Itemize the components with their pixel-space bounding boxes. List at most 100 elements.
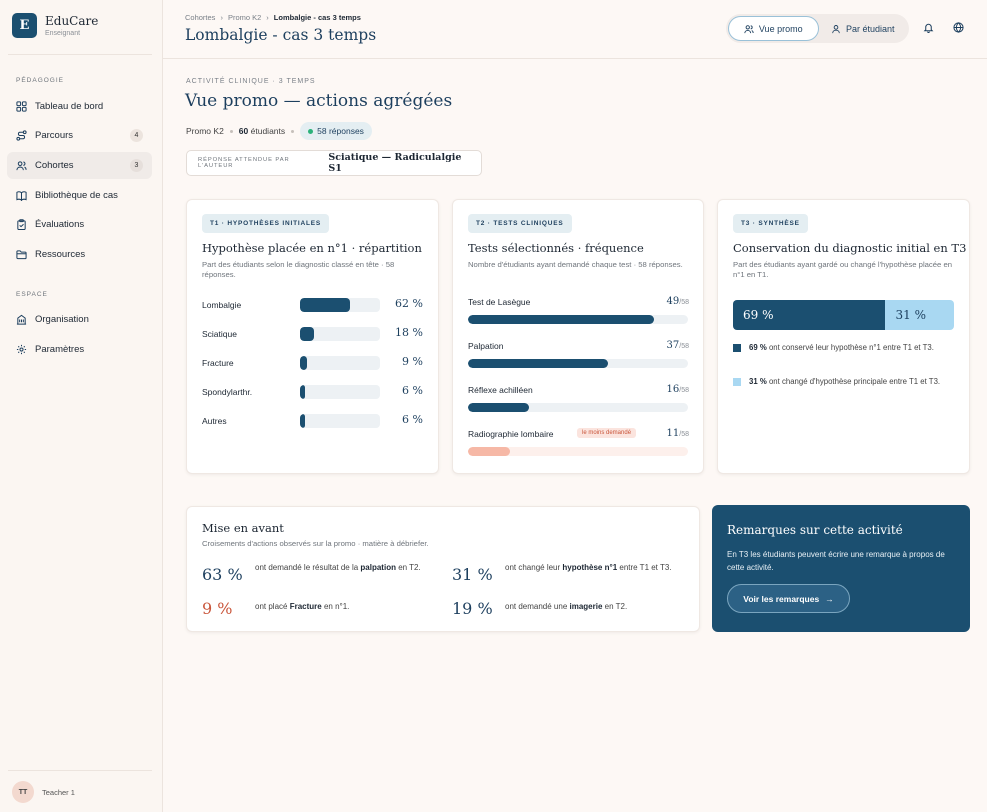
t1-bar-track — [300, 327, 380, 341]
t1-row-pct: 62 % — [395, 297, 423, 310]
stat-pre: ont placé — [255, 602, 290, 611]
t1-bar — [300, 327, 315, 341]
t2-count-total: /58 — [679, 431, 689, 438]
legend-swatch — [733, 378, 741, 386]
stat-strong: palpation — [360, 563, 396, 572]
stat-value: 31 % — [452, 565, 493, 584]
t1-bar-track — [300, 414, 380, 428]
t2-row-label: Test de Lasègue — [468, 297, 531, 307]
t2-bar — [468, 359, 609, 368]
responses-badge: 58 réponses — [300, 122, 372, 140]
t2-count-value: 16 — [666, 384, 680, 395]
t2-row-count: 49/58 — [639, 296, 689, 307]
t2-count-total: /58 — [679, 343, 689, 350]
t1-row-label: Autres — [202, 416, 227, 426]
expected-answer-label: RÉPONSE ATTENDUE PAR L'AUTEUR — [198, 157, 290, 169]
users-icon — [744, 24, 754, 33]
t2-bar-track — [468, 315, 688, 324]
t1-bar — [300, 298, 350, 312]
view-remarks-button[interactable]: Voir les remarques → — [727, 584, 850, 613]
t2-bar-track — [468, 359, 688, 368]
stat-pre: ont changé leur — [505, 563, 563, 572]
t1-bar — [300, 385, 305, 399]
clipboard-icon — [17, 219, 26, 230]
sidebar-item-label: Évaluations — [35, 219, 85, 230]
t2-subtitle: Nombre d'étudiants ayant demandé chaque … — [468, 260, 683, 269]
brand[interactable]: E EduCare Enseignant — [12, 13, 98, 38]
bell-icon[interactable] — [923, 22, 934, 33]
t2-card: T2 · TESTS CLINIQUES Tests sélectionnés … — [452, 199, 704, 474]
stat-text: ont changé leur hypothèse n°1 entre T1 e… — [505, 562, 685, 574]
sidebar-item-label: Paramètres — [35, 344, 85, 355]
building-icon — [16, 314, 27, 325]
t3-title: Conservation du diagnostic initial en T3 — [733, 241, 967, 255]
stat-value: 9 % — [202, 599, 233, 618]
sidebar-item-ressources[interactable]: Ressources — [7, 241, 152, 268]
sidebar: E EduCare Enseignant PÉDAGOGIE Tableau d… — [0, 0, 163, 812]
top-header: Cohortes › Promo K2 › Lombalgie - cas 3 … — [163, 0, 987, 59]
t2-row-count: 16/58 — [639, 384, 689, 395]
sidebar-item-organisation[interactable]: Organisation — [7, 306, 152, 333]
promo-name: Promo K2 — [186, 126, 224, 136]
activity-eyebrow: ACTIVITÉ CLINIQUE · 3 TEMPS — [186, 78, 316, 85]
t2-row-label: Réflexe achilléen — [468, 385, 533, 395]
responses-label: 58 réponses — [317, 126, 364, 136]
sidebar-item-evaluations[interactable]: Évaluations — [7, 211, 152, 238]
stat-post: entre T1 et T3. — [617, 563, 672, 572]
breadcrumb-current: Lombalgie - cas 3 temps — [273, 13, 361, 22]
view-student-button[interactable]: Par étudiant — [819, 16, 908, 41]
remarks-card: Remarques sur cette activité En T3 les é… — [712, 505, 970, 632]
highlight-title: Mise en avant — [202, 521, 284, 535]
t1-row-label: Sciatique — [202, 329, 237, 339]
t2-count-value: 37 — [666, 340, 680, 351]
grid-icon — [16, 101, 27, 112]
t1-tag: T1 · HYPOTHÈSES INITIALES — [202, 214, 330, 233]
expected-answer: RÉPONSE ATTENDUE PAR L'AUTEUR Sciatique … — [186, 150, 482, 176]
arrow-right-icon: → — [825, 593, 834, 604]
view-promo-button[interactable]: Vue promo — [728, 16, 819, 41]
t2-bar — [468, 315, 654, 324]
t2-row-count: 11/58 — [639, 428, 689, 439]
user-profile[interactable]: TT Teacher 1 — [8, 770, 152, 803]
sidebar-item-bibliotheque[interactable]: Bibliothèque de cas — [7, 182, 152, 209]
expected-answer-value: Sciatique — Radiculalgie S1 — [328, 152, 462, 174]
avatar: TT — [12, 781, 34, 803]
legend-kept-pct: 69 % — [749, 343, 767, 352]
count-badge: 3 — [130, 159, 143, 172]
t1-title: Hypothèse placée en n°1 · répartition — [202, 241, 422, 255]
stat-strong: hypothèse n°1 — [562, 563, 618, 572]
stat-post: en n°1. — [321, 602, 350, 611]
t2-count-value: 49 — [666, 296, 680, 307]
breadcrumb-item[interactable]: Cohortes — [185, 13, 216, 22]
t2-row-label: Palpation — [468, 341, 504, 351]
sidebar-item-parametres[interactable]: Paramètres — [7, 336, 152, 363]
breadcrumb: Cohortes › Promo K2 › Lombalgie - cas 3 … — [185, 13, 361, 22]
t2-count-total: /58 — [679, 299, 689, 306]
status-dot-icon — [308, 128, 314, 134]
sidebar-item-label: Tableau de bord — [35, 101, 104, 112]
sidebar-item-cohortes[interactable]: Cohortes 3 — [7, 152, 152, 179]
stat-strong: Fracture — [289, 602, 322, 611]
sidebar-item-parcours[interactable]: Parcours 4 — [7, 122, 152, 149]
t1-bar — [300, 414, 305, 428]
breadcrumb-item[interactable]: Promo K2 — [227, 13, 262, 22]
brand-name: EduCare — [45, 13, 99, 28]
highlight-card: Mise en avant Croisements d'actions obse… — [186, 506, 700, 632]
view-remarks-label: Voir les remarques — [743, 593, 820, 604]
stat-text: ont demandé le résultat de la palpation … — [255, 562, 435, 574]
sidebar-item-dashboard[interactable]: Tableau de bord — [7, 93, 152, 120]
user-icon — [832, 24, 840, 33]
t1-row-pct: 6 % — [402, 413, 423, 426]
legend-swatch — [733, 344, 741, 352]
t2-row-count: 37/58 — [639, 340, 689, 351]
globe-icon[interactable] — [953, 22, 964, 33]
stat-text: ont demandé une imagerie en T2. — [505, 601, 685, 613]
brand-logo: E — [12, 13, 37, 38]
folder-icon — [16, 250, 27, 260]
legend-changed-pct: 31 % — [749, 377, 767, 386]
gear-icon — [16, 344, 27, 355]
t1-subtitle: Part des étudiants selon le diagnostic c… — [202, 260, 395, 279]
sidebar-item-label: Organisation — [35, 314, 89, 325]
t1-bar-track — [300, 298, 380, 312]
students-count: 60 — [238, 126, 249, 136]
